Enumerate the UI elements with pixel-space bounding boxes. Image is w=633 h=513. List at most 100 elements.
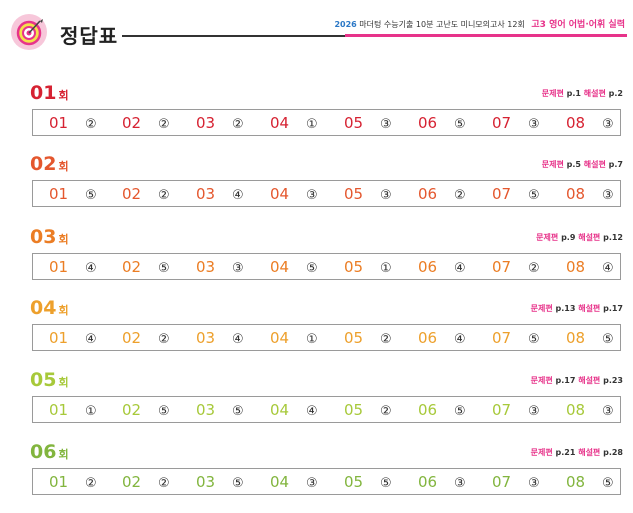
- answer-choice: ④: [306, 404, 318, 419]
- section-page-refs: 문제편 p.9 해설편 p.12: [536, 232, 623, 243]
- section-suffix: 회: [58, 304, 69, 317]
- section-number: 04: [30, 297, 57, 319]
- answer-item: 05 ②: [344, 328, 392, 347]
- section-suffix: 회: [58, 376, 69, 389]
- section-number: 01: [30, 82, 57, 104]
- question-number: 06: [418, 185, 438, 203]
- answer-item: 04 ④: [270, 400, 318, 419]
- question-number: 08: [566, 329, 586, 347]
- answer-item: 07 ③: [492, 400, 540, 419]
- problem-book-label: 문제편: [530, 448, 553, 457]
- answer-choice: ⑤: [602, 332, 614, 347]
- page-title: 정답표: [60, 24, 119, 48]
- answer-row: 01 ④ 02 ⑤ 03 ③ 04 ⑤ 05 ① 06 ④ 07 ② 08 ④: [32, 253, 621, 280]
- section-suffix: 회: [58, 89, 69, 102]
- problem-book-page: p.13: [555, 304, 576, 313]
- answer-item: 03 ⑤: [196, 472, 244, 491]
- answer-item: 01 ①: [49, 400, 97, 419]
- answer-item: 02 ⑤: [122, 400, 170, 419]
- answer-choice: ①: [306, 117, 318, 132]
- question-number: 05: [344, 401, 364, 419]
- section-title: 02 회: [30, 153, 69, 175]
- answer-choice: ⑤: [158, 261, 170, 276]
- answer-choice: ⑤: [306, 261, 318, 276]
- answer-choice: ②: [528, 261, 540, 276]
- section-number: 03: [30, 226, 57, 248]
- answer-item: 03 ④: [196, 184, 244, 203]
- question-number: 06: [418, 114, 438, 132]
- answer-choice: ④: [602, 261, 614, 276]
- answer-item: 07 ⑤: [492, 184, 540, 203]
- answer-row: 01 ④ 02 ② 03 ④ 04 ① 05 ② 06 ④ 07 ⑤ 08 ⑤: [32, 324, 621, 351]
- question-number: 06: [418, 473, 438, 491]
- question-number: 03: [196, 329, 216, 347]
- section-page-refs: 문제편 p.17 해설편 p.23: [531, 375, 623, 386]
- section-page-refs: 문제편 p.13 해설편 p.17: [531, 303, 623, 314]
- answer-item: 04 ③: [270, 184, 318, 203]
- section-title: 03 회: [30, 226, 69, 248]
- answer-item: 03 ②: [196, 113, 244, 132]
- answer-item: 02 ②: [122, 113, 170, 132]
- answer-section: 03 회 문제편 p.9 해설편 p.12 01 ④ 02 ⑤ 03 ③ 04 ⑤ 05 ① 06 ④ 07 ②…: [0, 226, 633, 286]
- problem-book-label: 문제편: [536, 233, 559, 242]
- answer-item: 02 ②: [122, 328, 170, 347]
- question-number: 08: [566, 258, 586, 276]
- question-number: 02: [122, 185, 142, 203]
- answer-item: 08 ⑤: [566, 472, 614, 491]
- problem-book-label: 문제편: [530, 304, 553, 313]
- answer-choice: ③: [528, 404, 540, 419]
- section-suffix: 회: [58, 160, 69, 173]
- explanation-book-label: 해설편: [578, 233, 601, 242]
- answer-choice: ③: [380, 117, 392, 132]
- answer-choice: ⑤: [528, 188, 540, 203]
- explanation-book-page: p.12: [603, 233, 623, 242]
- answer-choice: ③: [602, 404, 614, 419]
- answer-item: 03 ④: [196, 328, 244, 347]
- answer-choice: ①: [380, 261, 392, 276]
- answer-choice: ④: [232, 332, 244, 347]
- header-year: 2026: [334, 20, 357, 29]
- answer-choice: ④: [454, 332, 466, 347]
- question-number: 02: [122, 258, 142, 276]
- question-number: 07: [492, 185, 512, 203]
- answer-section: 06 회 문제편 p.21 해설편 p.28 01 ② 02 ② 03 ⑤ 04 ③ 05 ⑤ 06 ③ 07…: [0, 441, 633, 501]
- question-number: 04: [270, 258, 290, 276]
- answer-item: 05 ②: [344, 400, 392, 419]
- answer-choice: ③: [528, 117, 540, 132]
- question-number: 08: [566, 401, 586, 419]
- section-suffix: 회: [58, 448, 69, 461]
- answer-item: 04 ③: [270, 472, 318, 491]
- answer-choice: ③: [306, 476, 318, 491]
- question-number: 07: [492, 473, 512, 491]
- answer-item: 01 ④: [49, 257, 97, 276]
- question-number: 06: [418, 401, 438, 419]
- answer-choice: ④: [454, 261, 466, 276]
- explanation-book-label: 해설편: [578, 304, 601, 313]
- section-suffix: 회: [58, 233, 69, 246]
- answer-section: 04 회 문제편 p.13 해설편 p.17 01 ④ 02 ② 03 ④ 04 ① 05 ② 06 ④ 07…: [0, 297, 633, 357]
- answer-item: 05 ⑤: [344, 472, 392, 491]
- answer-choice: ②: [158, 476, 170, 491]
- answer-item: 08 ③: [566, 400, 614, 419]
- answer-choice: ⑤: [85, 188, 97, 203]
- question-number: 08: [566, 473, 586, 491]
- header-grade-subject: 고3 영어 어법·어휘 실력: [531, 20, 625, 30]
- answer-item: 07 ⑤: [492, 328, 540, 347]
- answer-choice: ①: [306, 332, 318, 347]
- answer-item: 05 ③: [344, 113, 392, 132]
- answer-item: 06 ④: [418, 328, 466, 347]
- header-caption: 2026 마더텅 수능기출 10분 고난도 미니모의고사 12회 고3 영어 어…: [334, 17, 625, 30]
- answer-row: 01 ⑤ 02 ② 03 ④ 04 ③ 05 ③ 06 ② 07 ⑤ 08 ③: [32, 180, 621, 207]
- problem-book-page: p.21: [555, 448, 576, 457]
- answer-choice: ⑤: [602, 476, 614, 491]
- answer-choice: ③: [602, 117, 614, 132]
- answer-choice: ⑤: [454, 117, 466, 132]
- problem-book-label: 문제편: [541, 160, 564, 169]
- problem-book-page: p.1: [566, 89, 581, 98]
- answer-choice: ⑤: [454, 404, 466, 419]
- answer-item: 08 ④: [566, 257, 614, 276]
- answer-choice: ③: [306, 188, 318, 203]
- section-title: 06 회: [30, 441, 69, 463]
- explanation-book-page: p.7: [608, 160, 623, 169]
- answer-choice: ②: [158, 117, 170, 132]
